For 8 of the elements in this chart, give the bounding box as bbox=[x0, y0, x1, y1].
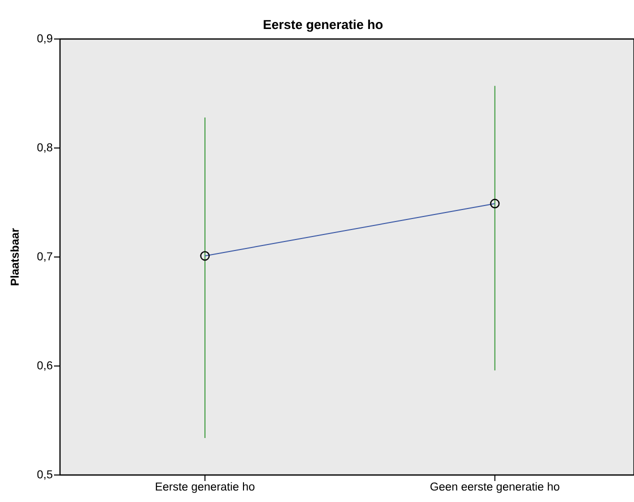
y-tick-label: 0,6 bbox=[37, 361, 52, 371]
y-tick-label: 0,7 bbox=[37, 252, 52, 262]
y-tick-label: 0,8 bbox=[37, 143, 52, 153]
y-tick-label: 0,5 bbox=[37, 470, 52, 480]
y-axis-title: Plaatsbaar bbox=[10, 228, 19, 286]
chart-title: Eerste generatie ho bbox=[264, 20, 383, 32]
x-tick-label: Geen eerste generatie ho bbox=[430, 482, 560, 493]
y-tick-label: 0,9 bbox=[37, 34, 52, 44]
